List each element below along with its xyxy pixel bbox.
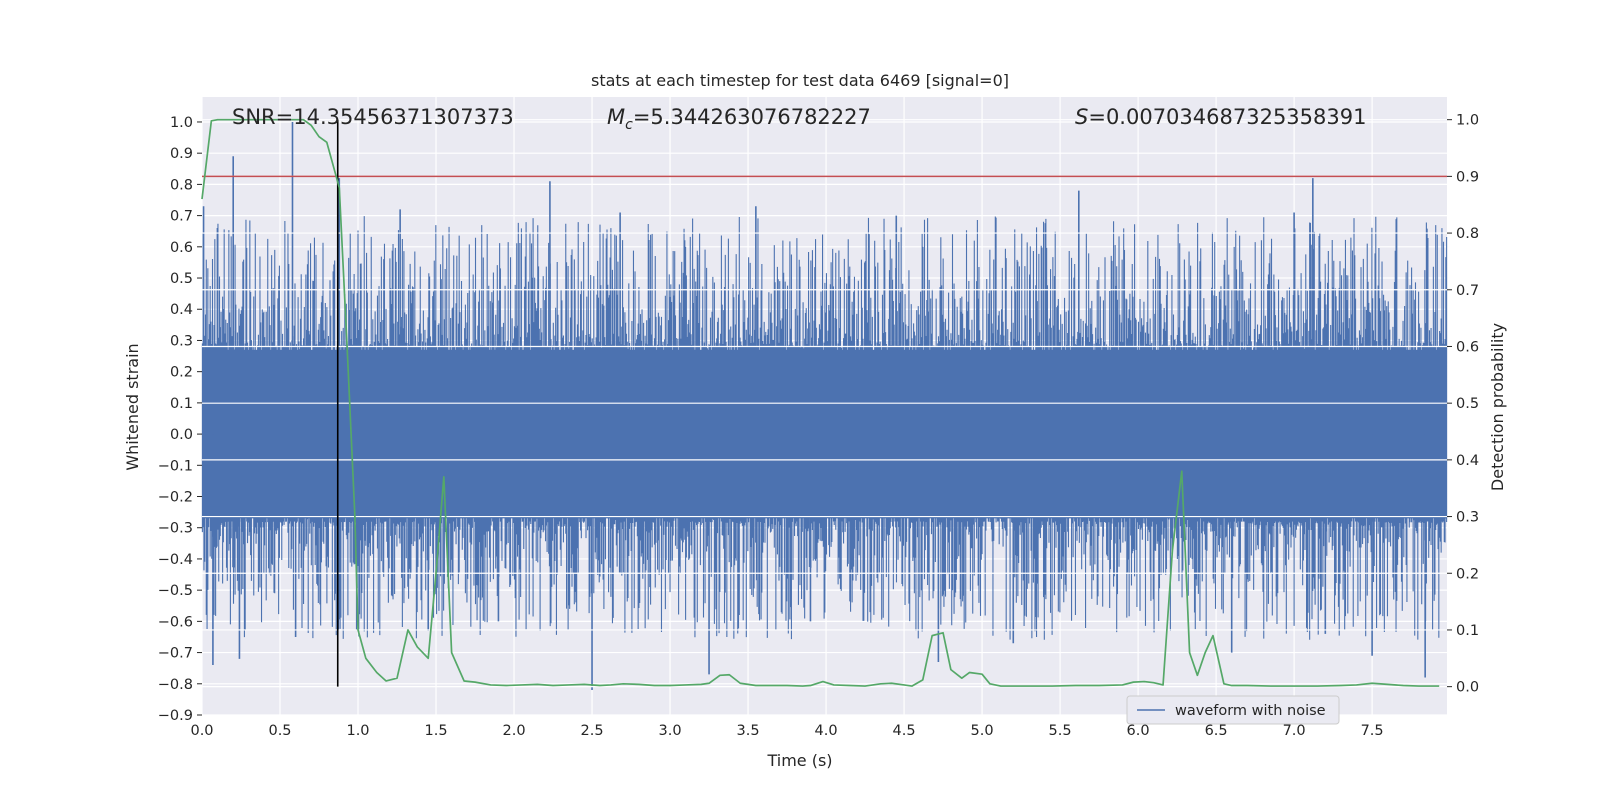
y2-tick-label: 0.5 bbox=[1456, 396, 1479, 412]
y2-tick-label: 0.8 bbox=[1456, 226, 1479, 242]
y-tick-label: 0.2 bbox=[170, 365, 193, 381]
y-tick-label: −0.9 bbox=[158, 708, 193, 724]
y-tick-label: 0.1 bbox=[170, 396, 193, 412]
y2-tick-label: 0.6 bbox=[1456, 339, 1479, 355]
x-tick-label: 2.5 bbox=[581, 723, 604, 739]
legend-box bbox=[1126, 695, 1340, 725]
waveform-series bbox=[201, 121, 1448, 691]
y-tick-label: −0.3 bbox=[158, 521, 193, 537]
x-tick-label: 3.5 bbox=[737, 723, 760, 739]
y2-tick-label: 0.3 bbox=[1456, 510, 1479, 526]
x-tick-label: 5.0 bbox=[971, 723, 994, 739]
y-tick-label: 0.6 bbox=[170, 240, 193, 256]
waveform-core bbox=[202, 349, 1447, 519]
y-tick-label: −0.5 bbox=[158, 583, 193, 599]
x-tick-label: 1.5 bbox=[424, 723, 447, 739]
y-tick-labels: 1.0 0.9 0.8 0.7 0.6 0.5 0.4 0.3 0.2 0.1 0.0 −0.1 −0.… bbox=[158, 115, 202, 724]
y-tick-label: 0.3 bbox=[170, 333, 193, 349]
legend: waveform with noise bbox=[1126, 695, 1340, 725]
chirp-mass-annotation: Mc=5.344263076782227 bbox=[607, 105, 871, 133]
x-tick-label: 7.0 bbox=[1283, 723, 1306, 739]
y2-tick-label: 0.1 bbox=[1456, 623, 1479, 639]
y-tick-label: 0.7 bbox=[170, 209, 193, 225]
y2-tick-label: 1.0 bbox=[1456, 113, 1479, 129]
s-annotation: S=0.007034687325358391 bbox=[1075, 105, 1366, 129]
mc-value: =5.344263076782227 bbox=[633, 105, 871, 129]
x-tick-label: 2.0 bbox=[502, 723, 525, 739]
detection-probability-line bbox=[201, 118, 1440, 687]
mc-subscript: c bbox=[625, 117, 633, 133]
s-symbol: S bbox=[1075, 105, 1088, 129]
x-tick-label: 3.0 bbox=[659, 723, 682, 739]
y-tick-label: −0.8 bbox=[158, 677, 193, 693]
y-tick-label: −0.7 bbox=[158, 646, 193, 662]
x-tick-label: 6.0 bbox=[1127, 723, 1150, 739]
y2-tick-labels: 1.0 0.9 0.8 0.7 0.6 0.5 0.4 0.3 0.2 0.1 0.0 bbox=[1447, 113, 1479, 696]
x-tick-label: 6.5 bbox=[1205, 723, 1228, 739]
legend-label: waveform with noise bbox=[1175, 703, 1326, 719]
x-tick-labels: 0.0 0.5 1.0 1.5 2.0 2.5 3.0 3.5 4.0 4.5 5.0 5.5 6.0 6… bbox=[190, 723, 1383, 739]
y-tick-label: 1.0 bbox=[170, 115, 193, 131]
y-tick-label: 0.9 bbox=[170, 146, 193, 162]
x-tick-label: 4.0 bbox=[815, 723, 838, 739]
x-tick-label: 0.0 bbox=[190, 723, 213, 739]
y-tick-label: 0.5 bbox=[170, 271, 193, 287]
y-tick-label: −0.2 bbox=[158, 490, 193, 506]
y2-tick-label: 0.4 bbox=[1456, 453, 1479, 469]
overlay-series bbox=[201, 118, 1447, 687]
x-axis-label: Time (s) bbox=[766, 751, 832, 770]
snr-annotation: SNR=14.35456371307373 bbox=[232, 105, 514, 129]
mc-symbol: M bbox=[607, 105, 625, 129]
y2-tick-label: 0.2 bbox=[1456, 566, 1479, 582]
y-tick-label: −0.4 bbox=[158, 552, 193, 568]
y2-tick-label: 0.7 bbox=[1456, 283, 1479, 299]
y2-tick-label: 0.9 bbox=[1456, 169, 1479, 185]
x-tick-label: 7.5 bbox=[1361, 723, 1384, 739]
x-tick-label: 0.5 bbox=[268, 723, 291, 739]
s-value: =0.007034687325358391 bbox=[1088, 105, 1366, 129]
x-tick-label: 1.0 bbox=[346, 723, 369, 739]
x-tick-label: 4.5 bbox=[893, 723, 916, 739]
y-tick-label: 0.4 bbox=[170, 302, 193, 318]
y2-axis-label: Detection probability bbox=[1488, 323, 1507, 491]
x-tick-label: 5.5 bbox=[1049, 723, 1072, 739]
y-tick-label: −0.1 bbox=[158, 458, 193, 474]
y-tick-label: 0.8 bbox=[170, 177, 193, 193]
y2-tick-label: 0.0 bbox=[1456, 680, 1479, 696]
chart-title: stats at each timestep for test data 646… bbox=[591, 71, 1009, 90]
y-axis-label: Whitened strain bbox=[123, 343, 142, 470]
y-tick-label: −0.6 bbox=[158, 614, 193, 630]
y-tick-label: 0.0 bbox=[170, 427, 193, 443]
